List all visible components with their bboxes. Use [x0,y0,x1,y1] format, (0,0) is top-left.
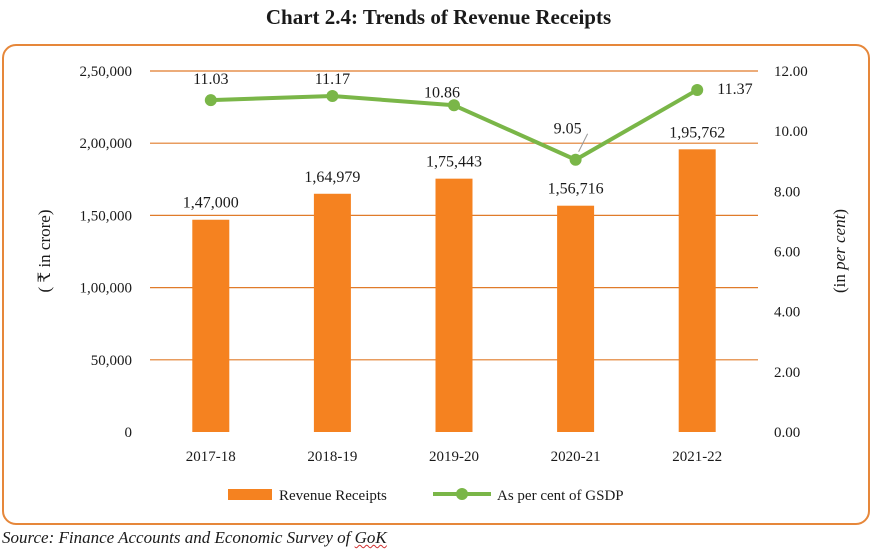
y-right-tick-label: 8.00 [774,184,800,200]
y-right-tick-label: 10.00 [774,124,808,140]
bar-data-label: 1,95,762 [669,124,725,141]
y-right-axis-title: (in per cent) [830,209,849,293]
bar-revenue-receipts [192,219,230,432]
y-left-tick-label: 50,000 [91,353,132,369]
line-data-label: 11.37 [717,81,752,98]
line-point-gsdp [448,99,460,112]
line-point-gsdp [569,153,582,166]
y-left-tick-label: 2,00,000 [80,136,133,152]
line-point-gsdp [204,94,217,107]
label-leader-line [578,133,589,152]
x-tick-label: 2018-19 [307,449,357,465]
legend-marker-gsdp [456,488,468,500]
bar-data-label: 1,64,979 [304,169,360,186]
bar-data-label: 1,75,443 [426,154,482,171]
line-data-label: 11.03 [193,71,228,88]
legend-label-gsdp: As per cent of GSDP [497,488,624,504]
line-data-label: 9.05 [554,121,582,138]
bar-revenue-receipts [678,149,716,432]
legend-label-revenue-receipts: Revenue Receipts [279,488,387,504]
line-point-gsdp [691,83,704,96]
source-text: Source: Finance Accounts and Economic Su… [2,528,355,547]
line-data-label: 10.86 [424,84,460,101]
y-left-axis-title: ( ₹ in crore) [35,209,54,292]
bar-revenue-receipts [435,178,473,432]
x-tick-label: 2021-22 [672,449,722,465]
x-tick-label: 2017-18 [186,449,236,465]
y-left-tick-label: 0 [125,425,133,441]
y-right-tick-label: 6.00 [774,245,800,261]
x-tick-label: 2020-21 [551,449,601,465]
y-right-tick-label: 2.00 [774,365,800,381]
x-tick-label: 2019-20 [429,449,479,465]
y-left-tick-label: 1,50,000 [80,208,133,224]
y-right-tick-label: 0.00 [774,425,800,441]
legend-swatch-revenue-receipts [228,489,272,500]
bar-revenue-receipts [313,193,351,432]
line-point-gsdp [326,89,339,102]
y-left-tick-label: 2,50,000 [80,64,133,80]
bar-data-label: 1,56,716 [548,181,604,198]
chart-frame [2,44,870,525]
source-note: Source: Finance Accounts and Economic Su… [2,528,387,548]
y-right-tick-label: 4.00 [774,305,800,321]
y-right-tick-label: 12.00 [774,64,808,80]
source-emphasis: GoK [354,528,387,547]
chart-title: Chart 2.4: Trends of Revenue Receipts [265,5,612,29]
bar-data-label: 1,47,000 [183,195,239,212]
y-left-tick-label: 1,00,000 [80,281,133,297]
line-data-label: 11.17 [315,71,350,88]
bar-revenue-receipts [557,205,595,432]
